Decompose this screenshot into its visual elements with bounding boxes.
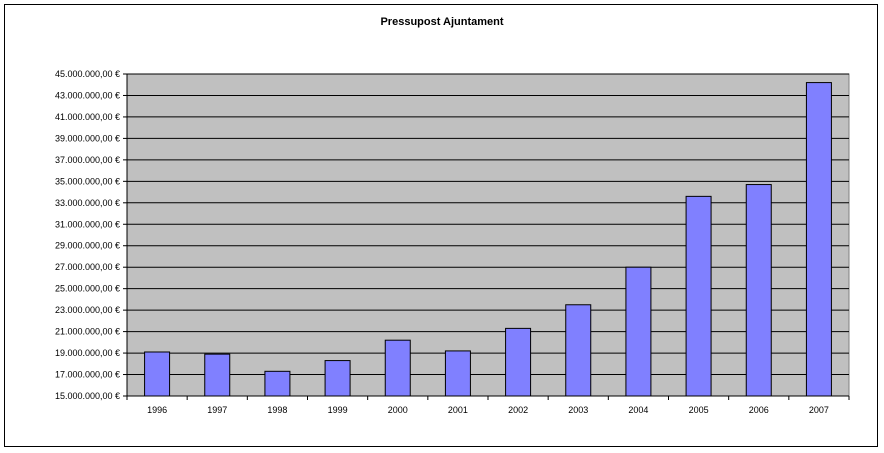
x-tick-label: 1998 [267, 405, 287, 415]
x-tick-label: 2005 [689, 405, 709, 415]
x-tick-label: 2006 [749, 405, 769, 415]
y-tick-label: 43.000.000,00 € [55, 90, 120, 100]
y-tick-label: 35.000.000,00 € [55, 176, 120, 186]
y-tick-label: 41.000.000,00 € [55, 112, 120, 122]
bar-2007 [805, 82, 832, 397]
x-tick-label: 1997 [207, 405, 227, 415]
chart-title: Pressupost Ajuntament [380, 16, 504, 28]
bar-1996 [144, 351, 171, 397]
bar-2004 [625, 266, 652, 397]
x-tick-label: 1996 [147, 405, 167, 415]
y-tick-label: 17.000.000,00 € [55, 370, 120, 380]
bar-1997 [204, 353, 231, 397]
x-tick-label: 2004 [628, 405, 648, 415]
bar-2005 [685, 195, 712, 397]
y-tick-label: 29.000.000,00 € [55, 241, 120, 251]
bar-1999 [324, 360, 351, 397]
bar-2001 [444, 350, 471, 397]
y-tick-label: 19.000.000,00 € [55, 348, 120, 358]
bar-2006 [745, 184, 772, 397]
y-tick-label: 33.000.000,00 € [55, 198, 120, 208]
x-tick-label: 2000 [388, 405, 408, 415]
bar-2002 [505, 327, 532, 397]
y-tick-label: 15.000.000,00 € [55, 391, 120, 401]
x-tick-label: 2003 [568, 405, 588, 415]
y-tick-label: 25.000.000,00 € [55, 284, 120, 294]
y-tick-label: 45.000.000,00 € [55, 69, 120, 79]
y-tick-label: 39.000.000,00 € [55, 133, 120, 143]
plot-area [126, 73, 850, 397]
y-tick-label: 27.000.000,00 € [55, 262, 120, 272]
bar-2003 [565, 304, 592, 397]
bar-1998 [264, 370, 291, 397]
x-tick-label: 2007 [809, 405, 829, 415]
bar-2000 [384, 339, 411, 397]
y-tick-label: 21.000.000,00 € [55, 327, 120, 337]
y-tick-label: 23.000.000,00 € [55, 305, 120, 315]
y-tick-label: 37.000.000,00 € [55, 155, 120, 165]
x-tick-label: 2001 [448, 405, 468, 415]
y-tick-label: 31.000.000,00 € [55, 219, 120, 229]
x-tick-label: 1999 [328, 405, 348, 415]
x-tick-label: 2002 [508, 405, 528, 415]
